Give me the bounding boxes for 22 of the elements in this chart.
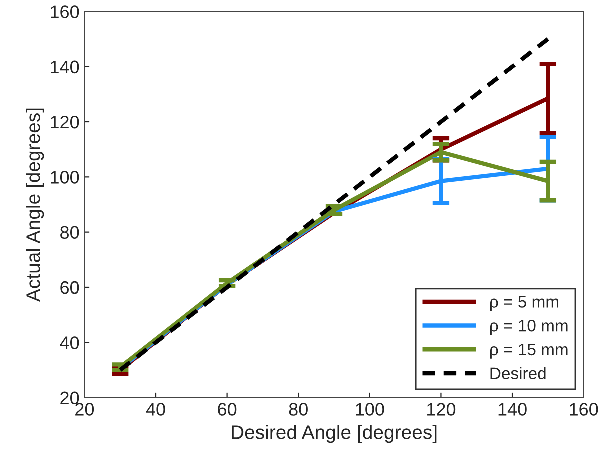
- y-tick-label: 140: [51, 60, 80, 74]
- legend-label: ρ = 10 mm: [490, 320, 568, 336]
- legend-label: ρ = 15 mm: [490, 344, 568, 359]
- y-tick-label: 80: [60, 226, 80, 240]
- x-tick-label: 140: [498, 403, 527, 416]
- x-tick-label: 20: [76, 403, 94, 416]
- y-tick-label: 60: [60, 281, 80, 294]
- legend-label: ρ = 5 mm: [490, 296, 558, 312]
- legend-label: Desired: [490, 367, 546, 380]
- x-tick-label: 100: [356, 403, 384, 416]
- y-tick-label: 100: [51, 171, 80, 184]
- y-tick-label: 20: [60, 392, 80, 405]
- x-axis-title: Desired Angle [degrees]: [232, 425, 437, 444]
- y-tick-label: 40: [60, 336, 80, 350]
- y-tick-label: 160: [51, 6, 80, 18]
- x-tick-label: 60: [218, 403, 237, 416]
- x-tick-label: 160: [570, 403, 598, 416]
- x-tick-label: 80: [289, 403, 308, 416]
- y-tick-label: 120: [51, 116, 80, 129]
- x-tick-label: 120: [428, 403, 456, 416]
- y-axis-title: Actual Angle [degrees]: [26, 108, 44, 302]
- x-tick-label: 40: [146, 403, 166, 416]
